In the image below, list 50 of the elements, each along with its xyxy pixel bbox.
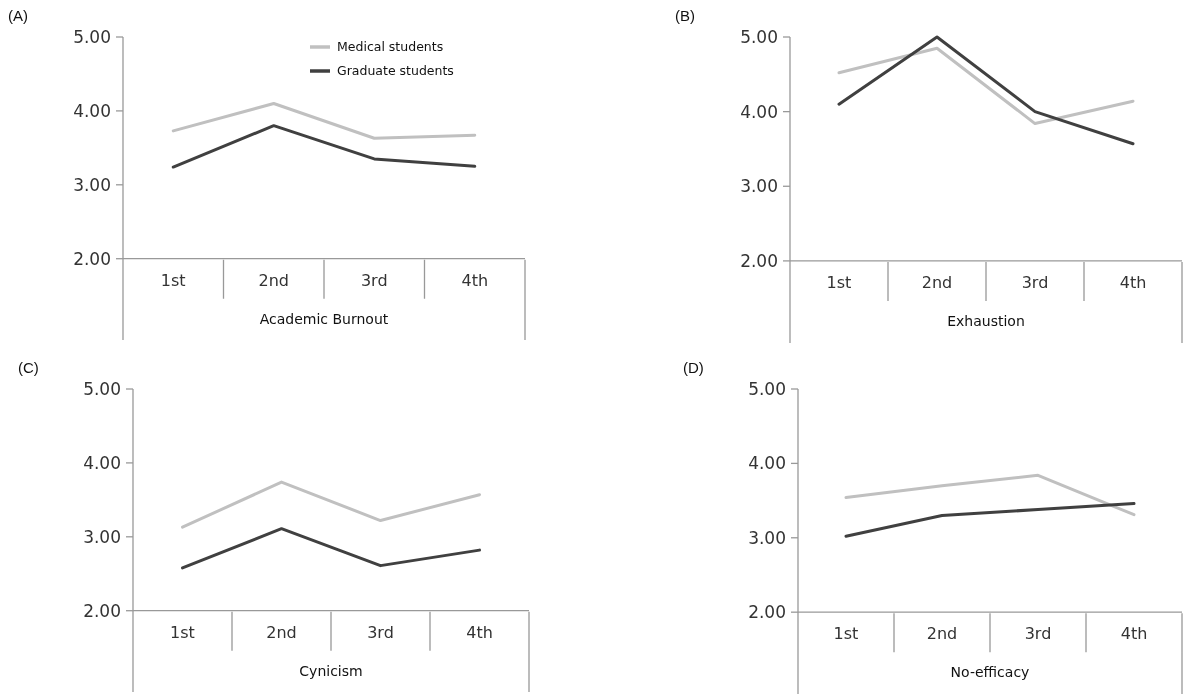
x-tick-label: 2nd [926,624,958,644]
y-tick-label: 3.00 [73,174,111,195]
x-tick-label: 1st [833,624,859,644]
y-tick-label: 2.00 [748,602,786,623]
line-series [171,124,477,169]
x-tick-label: 2nd [921,272,953,292]
line-series [844,473,1136,517]
y-tick-label: 2.00 [73,248,111,269]
x-tick-label: 4th [1119,272,1147,292]
line-series [837,46,1135,126]
y-tick-label: 5.00 [748,378,786,399]
line-series [171,102,477,140]
x-tick-label: 4th [466,622,493,642]
y-tick-label: 4.00 [83,452,121,473]
y-tick-label: 5.00 [83,378,121,399]
y-tick-label: 5.00 [740,26,778,47]
line-series [837,35,1135,146]
x-tick-label: 3rd [1024,624,1052,644]
chart-title: (B) [675,7,695,24]
x-axis-title: Exhaustion [947,312,1025,329]
x-tick-label: 4th [1120,624,1148,644]
x-tick-label: 3rd [1021,272,1049,292]
legend-label: Medical students [337,39,444,55]
x-tick-label: 1st [160,270,186,290]
x-tick-label: 3rd [360,270,388,290]
x-tick-label: 2nd [258,270,289,290]
x-tick-label: 1st [826,272,852,292]
chart-title: (C) [18,359,39,376]
y-tick-label: 4.00 [740,101,778,122]
y-tick-label: 4.00 [748,453,786,474]
chart-title: (D) [683,359,704,376]
x-axis-title: No-efficacy [950,664,1030,681]
x-tick-label: 2nd [266,622,297,642]
x-tick-label: 4th [461,270,489,290]
y-tick-label: 3.00 [740,176,778,197]
y-tick-label: 4.00 [73,100,111,121]
chart-title: (A) [8,7,28,24]
y-tick-label: 2.00 [83,600,121,621]
x-axis-title: Academic Burnout [259,310,389,327]
x-tick-label: 3rd [367,622,394,642]
y-tick-label: 5.00 [73,26,111,47]
line-series [844,502,1136,538]
line-series [181,480,481,529]
x-axis-title: Cynicism [299,662,363,679]
x-tick-label: 1st [170,622,195,642]
y-tick-label: 3.00 [83,526,121,547]
legend-label: Graduate students [337,63,454,79]
y-tick-label: 2.00 [740,250,778,271]
y-tick-label: 3.00 [748,527,786,548]
line-series [181,527,481,570]
